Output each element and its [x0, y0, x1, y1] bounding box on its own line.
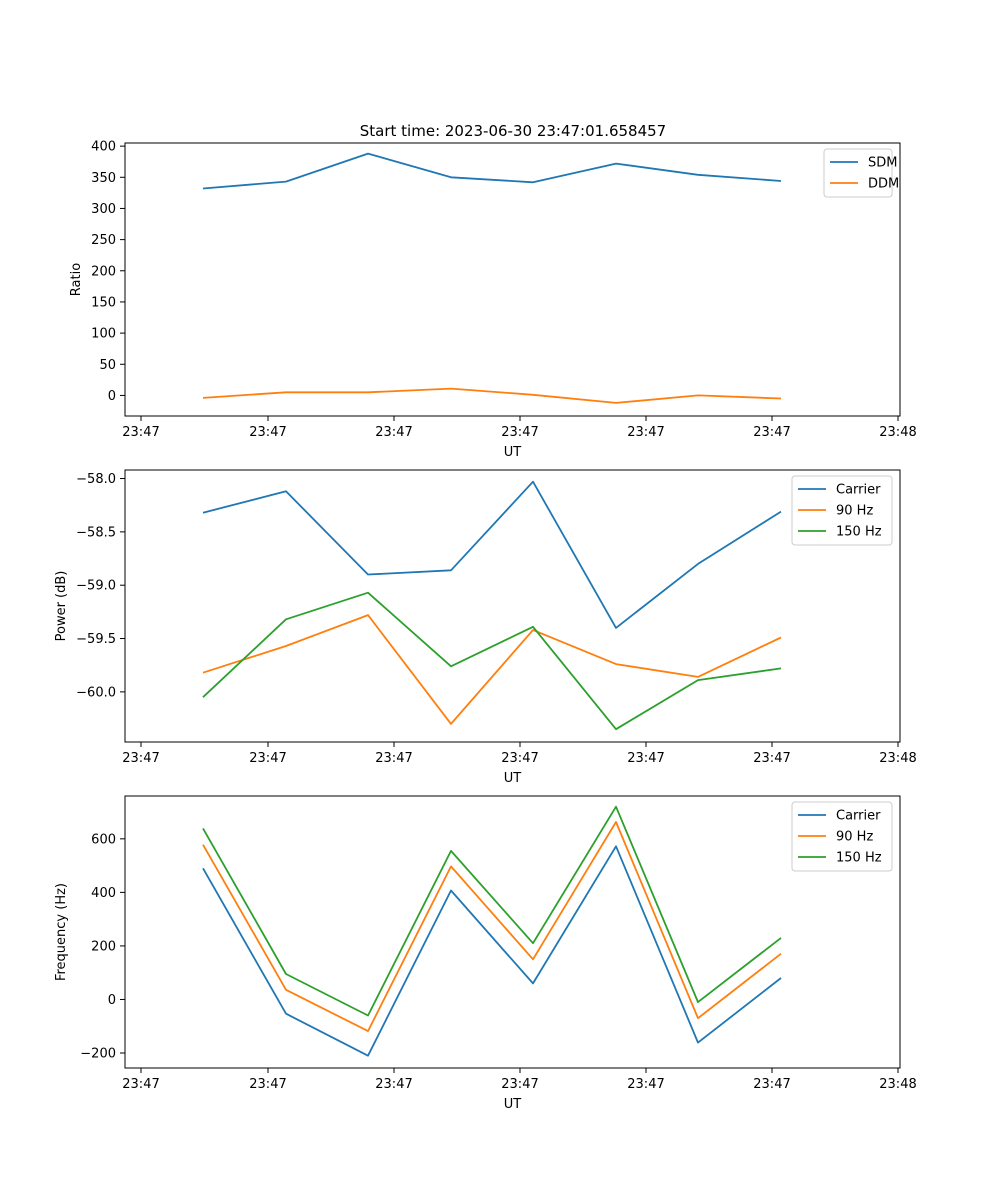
x-tick-label: 23:47 — [249, 751, 286, 766]
series-line-carrier — [202, 480, 782, 629]
y-tick-label: −59.0 — [76, 579, 116, 594]
chart-title: Start time: 2023-06-30 23:47:01.658457 — [360, 122, 666, 140]
series-line-90-hz — [202, 614, 782, 725]
x-tick-label: 23:47 — [753, 425, 790, 440]
y-tick-label: 350 — [91, 171, 116, 186]
legend-box — [791, 801, 893, 872]
x-axis-label: UT — [504, 445, 522, 460]
axes-frame — [124, 142, 901, 417]
legend-label: DDM — [868, 177, 899, 192]
y-tick-label: 150 — [91, 295, 116, 310]
x-tick-label: 23:47 — [122, 1077, 159, 1092]
chart-panel-1: 23:47 23:47 23:47 23:47 23:47 23:47 23:48 UT 0 50… — [69, 140, 917, 460]
legend-label: Carrier — [836, 809, 881, 824]
legend-label: 150 Hz — [836, 525, 882, 540]
axes-frame — [124, 795, 901, 1069]
x-tick-label: 23:47 — [627, 751, 664, 766]
x-tick-label: 23:47 — [753, 751, 790, 766]
legend-label: SDM — [868, 156, 897, 171]
x-axis-label: UT — [504, 1097, 522, 1112]
y-tick-label: 0 — [108, 389, 116, 404]
x-tick-label: 23:47 — [627, 1077, 664, 1092]
series-line-150-hz — [202, 591, 782, 731]
y-tick-label: 400 — [91, 886, 116, 901]
legend-box — [823, 148, 893, 198]
legend: SDM DDM — [823, 148, 899, 198]
series-line-carrier — [202, 845, 782, 1057]
panels: 23:47 23:47 23:47 23:47 23:47 23:47 23:48 UT 0 50… — [54, 140, 917, 1112]
x-tick-label: 23:47 — [122, 425, 159, 440]
y-axis-label: Ratio — [69, 263, 84, 296]
x-tick-label: 23:48 — [879, 425, 916, 440]
x-tick-label: 23:47 — [375, 751, 412, 766]
y-tick-label: −58.5 — [76, 525, 116, 540]
x-tick-label: 23:47 — [501, 1077, 538, 1092]
y-tick-label: 200 — [91, 264, 116, 279]
y-tick-label: 50 — [99, 358, 116, 373]
legend-label: Carrier — [836, 483, 881, 498]
y-tick-label: 200 — [91, 939, 116, 954]
x-tick-label: 23:47 — [753, 1077, 790, 1092]
y-tick-label: −60.0 — [76, 685, 116, 700]
legend: Carrier 90 Hz 150 Hz — [791, 801, 893, 872]
series-line-150-hz — [202, 805, 782, 1017]
x-axis-label: UT — [504, 771, 522, 786]
y-tick-label: 250 — [91, 233, 116, 248]
series-line-90-hz — [202, 821, 782, 1032]
x-tick-label: 23:47 — [375, 425, 412, 440]
x-tick-label: 23:47 — [501, 425, 538, 440]
x-tick-label: 23:47 — [249, 1077, 286, 1092]
x-tick-label: 23:47 — [501, 751, 538, 766]
chart-panel-3: 23:47 23:47 23:47 23:47 23:47 23:47 23:48 UT −20… — [54, 795, 917, 1112]
axes-frame — [124, 469, 901, 743]
series-line-sdm — [202, 152, 782, 190]
y-tick-label: −59.5 — [76, 632, 116, 647]
x-tick-label: 23:48 — [879, 1077, 916, 1092]
legend-box — [791, 475, 893, 546]
series-line-ddm — [202, 387, 782, 404]
x-tick-label: 23:47 — [249, 425, 286, 440]
y-tick-label: 400 — [91, 140, 116, 155]
x-tick-label: 23:47 — [375, 1077, 412, 1092]
legend: Carrier 90 Hz 150 Hz — [791, 475, 893, 546]
x-tick-label: 23:47 — [627, 425, 664, 440]
y-tick-label: −200 — [80, 1047, 116, 1062]
y-tick-label: −58.0 — [76, 472, 116, 487]
y-axis-label: Frequency (Hz) — [54, 883, 69, 981]
legend-label: 90 Hz — [836, 504, 873, 519]
legend-label: 90 Hz — [836, 830, 873, 845]
legend-label: 150 Hz — [836, 851, 882, 866]
y-tick-label: 100 — [91, 327, 116, 342]
y-tick-label: 0 — [108, 993, 116, 1008]
x-tick-label: 23:47 — [122, 751, 159, 766]
y-axis-label: Power (dB) — [54, 571, 69, 642]
x-tick-label: 23:48 — [879, 751, 916, 766]
y-tick-label: 600 — [91, 832, 116, 847]
y-tick-label: 300 — [91, 202, 116, 217]
chart-panel-2: 23:47 23:47 23:47 23:47 23:47 23:47 23:48 UT −60… — [54, 469, 917, 786]
